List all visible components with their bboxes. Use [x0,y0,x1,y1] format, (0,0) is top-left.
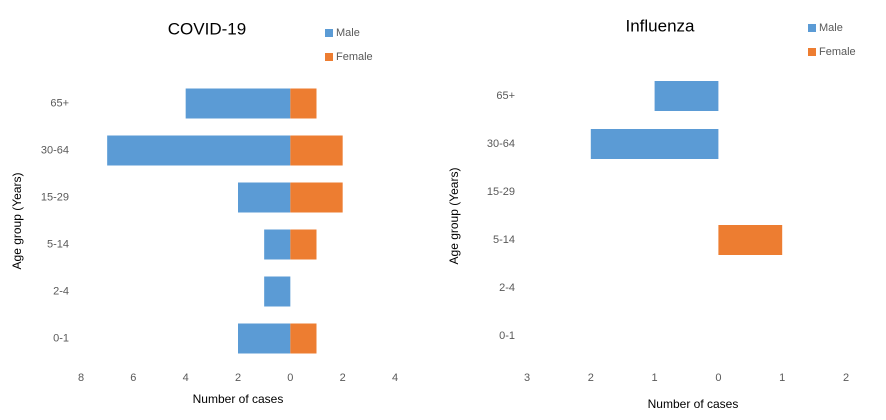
y-tick-label: 65+ [496,90,515,102]
bar [238,182,291,213]
bar [290,323,317,354]
y-tick-label: 2-4 [499,282,515,294]
x-tick-label: 6 [130,372,136,384]
x-tick-label: 3 [524,372,530,384]
x-tick-label: 1 [652,372,658,384]
x-tick-label: 8 [78,372,84,384]
bar [290,135,343,166]
legend-swatch [325,53,333,61]
x-tick-label: 2 [235,372,241,384]
x-tick-label: 0 [715,372,721,384]
x-axis-title: Number of cases [193,392,284,406]
y-tick-label: 65+ [50,97,69,109]
y-tick-label: 15-29 [41,191,69,203]
legend-label: Female [819,46,856,58]
chart-title: Influenza [626,16,696,35]
y-tick-label: 5-14 [47,238,69,250]
bar [654,81,719,111]
legend-swatch [808,48,816,56]
y-tick-label: 15-29 [487,186,515,198]
bar [290,182,343,213]
x-tick-label: 4 [392,372,398,384]
y-axis-title: Age group (Years) [10,173,24,270]
y-tick-label: 0-1 [53,332,69,344]
chart-title: COVID-19 [168,19,246,38]
legend-swatch [325,29,333,37]
bar [590,129,719,159]
bar [264,229,291,260]
x-tick-label: 2 [588,372,594,384]
x-tick-label: 2 [843,372,849,384]
y-tick-label: 0-1 [499,330,515,342]
y-tick-label: 5-14 [493,234,515,246]
bar [185,88,291,119]
x-tick-label: 1 [779,372,785,384]
y-tick-label: 30-64 [41,144,69,156]
bar [107,135,291,166]
bar [264,276,291,307]
y-tick-label: 2-4 [53,285,69,297]
x-tick-label: 2 [340,372,346,384]
bar [290,229,317,260]
legend-label: Male [336,27,360,39]
bar [290,88,317,119]
legend-swatch [808,24,816,32]
x-axis-title: Number of cases [648,397,739,411]
y-axis-title: Age group (Years) [447,168,461,265]
legend-label: Female [336,51,373,63]
y-tick-label: 30-64 [487,138,515,150]
bar [718,225,783,255]
legend-label: Male [819,22,843,34]
x-tick-label: 4 [183,372,189,384]
bar [238,323,291,354]
x-tick-label: 0 [287,372,293,384]
